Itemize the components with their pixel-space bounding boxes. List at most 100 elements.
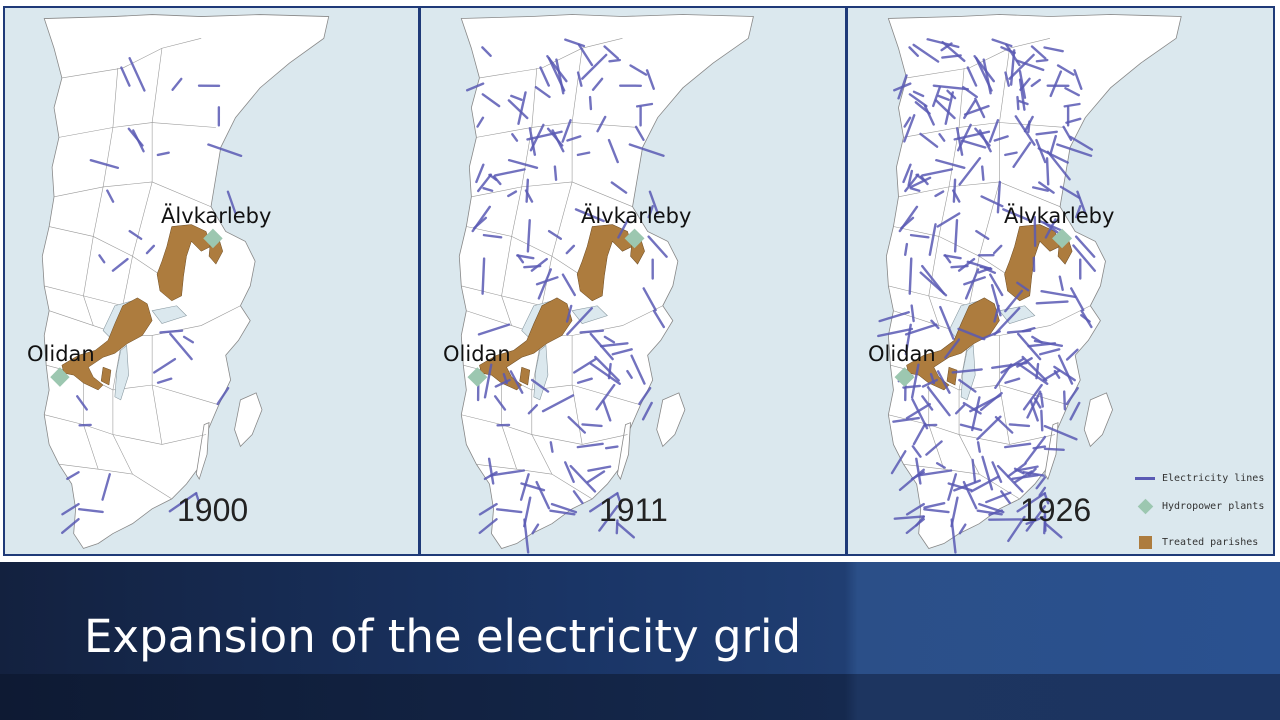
electricity-line xyxy=(944,338,961,359)
electricity-line xyxy=(106,189,115,203)
electricity-line xyxy=(905,502,925,516)
electricity-line xyxy=(989,273,1004,297)
electricity-line xyxy=(647,205,654,219)
electricity-line xyxy=(1027,120,1031,134)
electricity-line xyxy=(638,386,652,406)
county-border xyxy=(928,295,940,326)
electricity-line xyxy=(89,159,120,170)
electricity-line xyxy=(902,163,912,184)
electricity-line xyxy=(1080,314,1091,323)
electricity-line xyxy=(1035,138,1047,164)
county-border xyxy=(132,181,153,257)
electricity-line xyxy=(576,377,593,384)
electricity-line xyxy=(525,178,530,203)
electricity-line xyxy=(66,471,80,481)
electricity-line xyxy=(1038,486,1047,497)
electricity-line xyxy=(980,195,1004,208)
maps-area: Älvkarleby Olidan 1900 Älvkarleby Olidan… xyxy=(3,6,1275,556)
hydropower-plant-olidan xyxy=(467,367,488,387)
county-border xyxy=(903,463,1020,500)
electricity-line xyxy=(1065,386,1079,406)
county-border xyxy=(461,285,542,307)
island-oland xyxy=(1044,422,1059,481)
electricity-line xyxy=(120,66,131,87)
electricity-line xyxy=(1043,447,1065,452)
electricity-line xyxy=(576,442,604,449)
electricity-line xyxy=(495,508,523,514)
electricity-line xyxy=(900,216,915,230)
electricity-line xyxy=(617,218,630,239)
electricity-line xyxy=(156,151,170,157)
electricity-line xyxy=(1021,326,1036,333)
county-border xyxy=(958,67,965,128)
electricity-line xyxy=(976,509,1003,516)
electricity-line xyxy=(182,335,195,344)
electricity-line xyxy=(510,94,523,101)
electricity-line xyxy=(932,86,942,108)
electricity-line xyxy=(1008,423,1031,428)
electricity-line xyxy=(935,158,966,170)
electricity-line xyxy=(1076,190,1087,215)
county-border xyxy=(938,186,950,237)
electricity-line xyxy=(1053,365,1076,382)
electricity-line xyxy=(1065,348,1079,361)
electricity-line xyxy=(553,165,558,181)
county-border xyxy=(53,181,212,207)
electricity-line xyxy=(976,415,1002,441)
electricity-line xyxy=(953,130,991,141)
electricity-line xyxy=(1002,208,1033,223)
electricity-line xyxy=(566,135,582,142)
electricity-line xyxy=(1008,53,1035,80)
map-1900 xyxy=(5,8,415,554)
electricity-line xyxy=(944,91,954,125)
county-border xyxy=(531,434,553,475)
electricity-line xyxy=(599,342,629,348)
county-border xyxy=(511,186,523,237)
electricity-line xyxy=(611,348,633,356)
island-oland xyxy=(616,422,631,481)
electricity-line xyxy=(517,91,527,125)
electricity-line xyxy=(1072,244,1097,272)
legend-item-hydropower-plants: Hydropower plants xyxy=(1134,496,1264,516)
electricity-line xyxy=(964,268,980,300)
electricity-line xyxy=(1035,300,1069,305)
electricity-line xyxy=(507,158,539,170)
legend-label: Electricity lines xyxy=(1162,472,1265,484)
year-label-1926: 1926 xyxy=(1020,492,1092,528)
electricity-line xyxy=(947,482,973,492)
electricity-line xyxy=(935,462,946,469)
county-border xyxy=(83,236,94,296)
electricity-line xyxy=(576,151,591,157)
electricity-line xyxy=(1016,357,1033,368)
label-olidan: Olidan xyxy=(443,342,511,366)
map-panel-1911: Älvkarleby Olidan 1911 xyxy=(419,6,847,556)
electricity-line xyxy=(903,114,916,143)
electricity-line xyxy=(950,264,969,269)
electricity-line xyxy=(878,311,910,323)
electricity-line xyxy=(473,216,488,230)
electricity-line xyxy=(934,99,956,120)
electricity-line xyxy=(1073,69,1083,90)
map-1911 xyxy=(421,8,842,554)
electricity-line xyxy=(478,518,498,535)
hydropower-plant-alvkarleby xyxy=(1052,228,1073,249)
electricity-line xyxy=(171,77,183,91)
electricity-line xyxy=(573,357,597,374)
electricity-line xyxy=(960,139,987,149)
label-alvkarleby: Älvkarleby xyxy=(1004,204,1115,228)
label-alvkarleby: Älvkarleby xyxy=(161,204,272,228)
electricity-line xyxy=(991,38,1013,48)
electricity-line xyxy=(1026,390,1042,419)
electricity-line xyxy=(991,461,1003,484)
county-border xyxy=(112,68,119,128)
electricity-line xyxy=(564,461,575,483)
county-border xyxy=(471,181,633,207)
electricity-line xyxy=(974,97,986,119)
treated-parish xyxy=(479,297,573,391)
electricity-line xyxy=(893,515,925,520)
legend-item-electricity-lines: Electricity lines xyxy=(1134,468,1264,488)
electricity-line xyxy=(962,401,982,415)
electricity-line xyxy=(550,502,578,514)
electricity-line xyxy=(958,157,982,186)
electricity-line xyxy=(1009,49,1016,86)
